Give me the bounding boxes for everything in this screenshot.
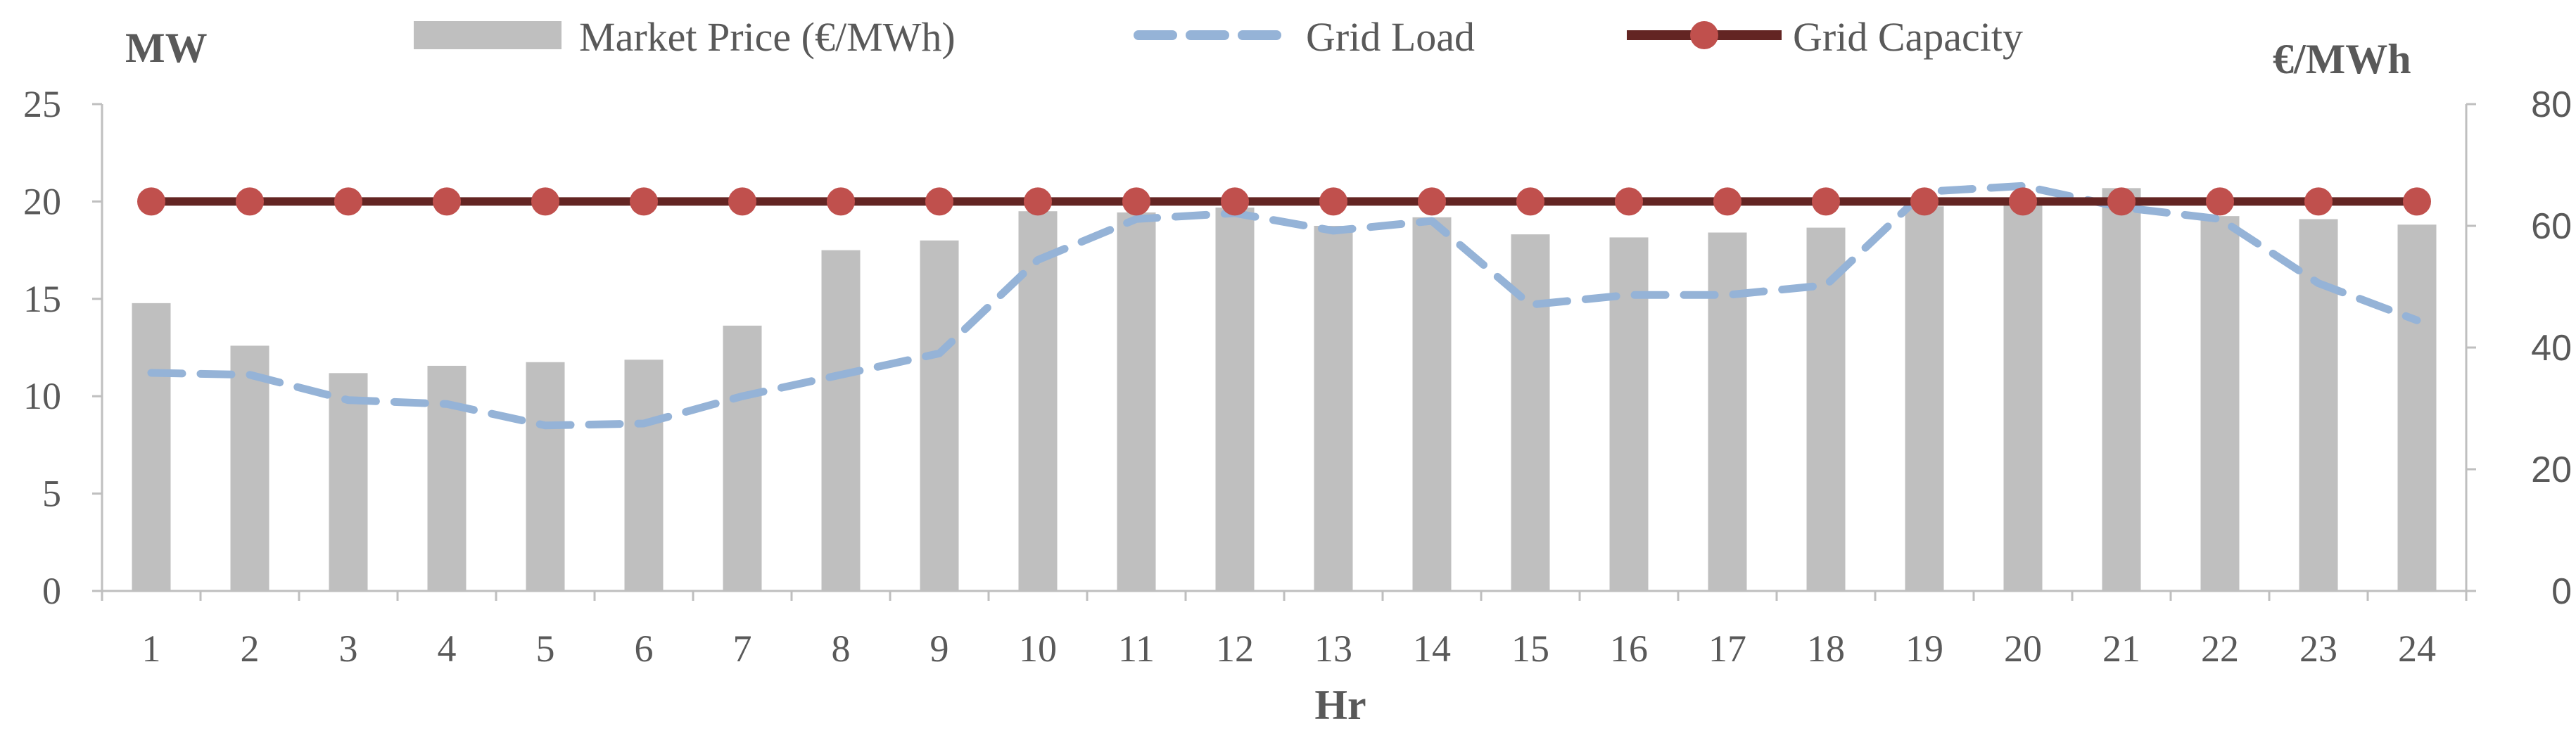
x-tick-label: 7 [733, 628, 752, 670]
grid-capacity-marker [2304, 187, 2333, 216]
market-price-bar [329, 373, 368, 591]
grid-capacity-marker [630, 187, 658, 216]
x-tick-label: 16 [1610, 628, 1648, 670]
market-price-bar [1117, 212, 1156, 592]
x-tick-label: 12 [1216, 628, 1254, 670]
left-tick-label: 15 [23, 278, 61, 320]
left-axis-title: MW [125, 25, 208, 71]
lines-layer [137, 182, 2431, 430]
market-price-bar [1412, 217, 1452, 591]
x-tick-label: 15 [1511, 628, 1549, 670]
market-price-bar [526, 362, 565, 591]
market-price-bar [624, 360, 664, 591]
x-tick-label: 20 [2004, 628, 2042, 670]
x-tick-label: 3 [339, 628, 358, 670]
grid-capacity-marker [1319, 187, 1347, 216]
grid-capacity-marker [1910, 187, 1939, 216]
x-tick-label: 1 [142, 628, 161, 670]
grid-capacity-marker [1812, 187, 1840, 216]
bars-layer [132, 188, 2437, 592]
market-price-bar [920, 240, 959, 591]
grid-capacity-marker [334, 187, 362, 216]
grid-capacity-marker [1615, 187, 1643, 216]
right-tick-label: 80 [2531, 84, 2572, 125]
grid-capacity-marker [1418, 187, 1446, 216]
market-price-bar [1018, 211, 1058, 591]
legend: Market Price (€/MWh) Grid Load Grid Capa… [414, 14, 2023, 60]
grid-capacity-marker [1713, 187, 1741, 216]
x-tick-label: 23 [2299, 628, 2337, 670]
market-price-bar [2102, 188, 2141, 591]
legend-grid-capacity-marker [1690, 21, 1718, 49]
market-price-bar [1511, 234, 1550, 591]
x-tick-label: 10 [1019, 628, 1057, 670]
market-price-bar [2299, 219, 2338, 591]
market-price-bar [427, 365, 467, 591]
legend-grid-load-label: Grid Load [1306, 14, 1475, 60]
right-axis-title: €/MWh [2273, 36, 2411, 82]
grid-capacity-marker [728, 187, 756, 216]
legend-market-price-swatch [414, 21, 561, 49]
left-tick-label: 0 [42, 570, 61, 612]
grid-capacity-marker [2107, 187, 2136, 216]
grid-capacity-marker [2403, 187, 2431, 216]
market-price-bar [2200, 216, 2240, 591]
grid-capacity-marker [1024, 187, 1052, 216]
market-price-bar [132, 303, 171, 591]
market-price-bar [1609, 237, 1649, 591]
x-tick-label: 14 [1413, 628, 1451, 670]
grid-capacity-marker [2206, 187, 2234, 216]
x-tick-label: 4 [438, 628, 457, 670]
x-tick-label: 11 [1118, 628, 1155, 670]
x-tick-label: 8 [832, 628, 851, 670]
grid-capacity-marker [137, 187, 165, 216]
x-tick-label: 19 [1905, 628, 1943, 670]
left-tick-label: 10 [23, 375, 61, 417]
market-price-bar [1314, 226, 1353, 591]
market-price-bar [1215, 208, 1255, 591]
legend-grid-capacity-label: Grid Capacity [1793, 14, 2023, 60]
grid-capacity-marker [433, 187, 461, 216]
x-tick-label: 9 [930, 628, 949, 670]
grid-capacity-marker [827, 187, 855, 216]
grid-capacity-marker [236, 187, 264, 216]
grid-capacity-marker [531, 187, 559, 216]
right-tick-label: 60 [2531, 206, 2572, 247]
x-tick-label: 24 [2398, 628, 2436, 670]
x-tick-label: 5 [536, 628, 555, 670]
market-price-bar [723, 325, 762, 591]
market-price-bar [2397, 224, 2437, 591]
x-tick-label: 22 [2201, 628, 2239, 670]
right-tick-label: 40 [2531, 328, 2572, 369]
market-price-bar [821, 250, 861, 591]
grid-capacity-marker [925, 187, 953, 216]
grid-capacity-marker [1516, 187, 1544, 216]
grid-capacity-marker [1122, 187, 1150, 216]
grid-capacity-marker [1221, 187, 1249, 216]
x-tick-label: 13 [1314, 628, 1352, 670]
x-tick-label: 6 [635, 628, 654, 670]
right-tick-label: 20 [2531, 450, 2572, 490]
right-tick-label: 0 [2551, 571, 2572, 612]
market-price-bar [1708, 232, 1747, 591]
market-price-bar [2003, 201, 2043, 591]
market-price-bar [230, 345, 269, 591]
x-tick-label: 21 [2102, 628, 2140, 670]
grid-capacity-marker [2009, 187, 2037, 216]
x-axis-title: Hr [1314, 682, 1366, 728]
x-tick-label: 17 [1708, 628, 1746, 670]
left-tick-label: 25 [23, 83, 61, 125]
grid-load-line [147, 182, 2421, 430]
market-price-bar [1905, 206, 1944, 591]
x-tick-label: 2 [241, 628, 260, 670]
left-tick-label: 20 [23, 180, 61, 222]
legend-market-price-label: Market Price (€/MWh) [579, 14, 956, 60]
left-tick-label: 5 [42, 473, 61, 515]
x-tick-label: 18 [1807, 628, 1845, 670]
